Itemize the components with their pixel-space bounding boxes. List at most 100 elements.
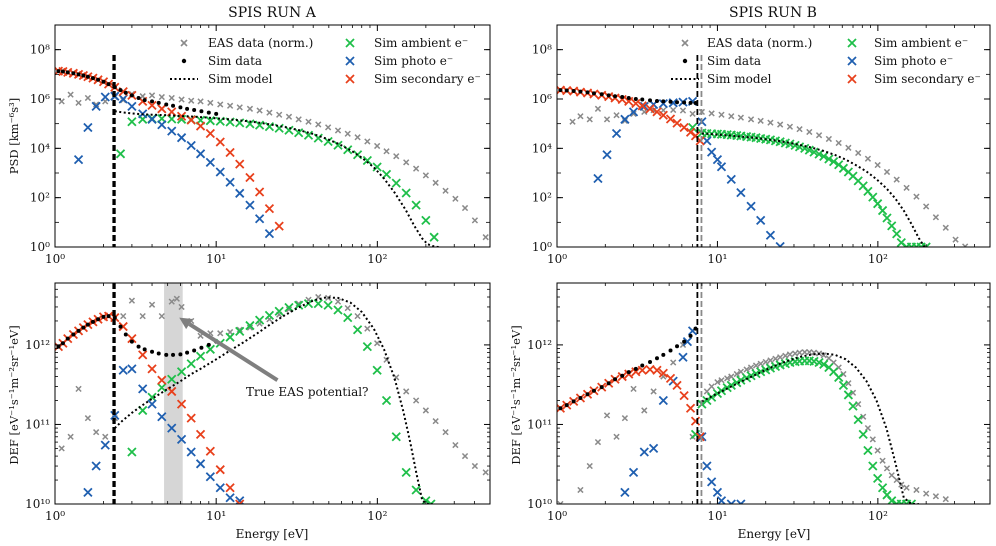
sim-data-point	[81, 325, 86, 330]
secondary-point	[147, 364, 157, 374]
eas-point	[442, 187, 449, 194]
sim-model-line	[701, 132, 926, 247]
panel-A_DEF: 10⁰ 10¹ 10² 10¹⁰ 10¹¹ 10¹²	[25, 282, 491, 523]
sim-data-point	[688, 100, 693, 105]
ambient-point	[843, 390, 854, 400]
panel-B_PSD: 10⁰ 10¹ 10² 10⁰ 10² 10⁴ 10⁶ 10⁸	[532, 24, 991, 266]
legend-a: EAS data (norm.) Sim data Sim model Sim …	[170, 36, 481, 86]
annotation-arrow-shaft	[188, 322, 279, 382]
eas-point	[295, 116, 302, 123]
sim-data-point	[76, 72, 81, 77]
axes-frame	[556, 282, 991, 505]
legend-b-simdata-marker	[682, 58, 688, 64]
secondary-point	[176, 111, 187, 121]
eas-point	[393, 153, 400, 160]
sim-data-point	[71, 71, 76, 76]
sim-data-point	[585, 392, 590, 397]
eas-point	[714, 379, 721, 386]
ambient-point	[756, 367, 766, 377]
sim-data-point	[136, 95, 141, 100]
sim-data-point	[591, 388, 596, 393]
eas-point	[923, 203, 930, 210]
secondary-point	[679, 391, 689, 401]
series-photo	[73, 91, 275, 239]
secondary-point	[195, 121, 206, 131]
secondary-point	[245, 172, 255, 183]
eas-point	[586, 462, 593, 470]
ambient-point	[828, 156, 839, 167]
photo-point	[620, 114, 630, 124]
photo-point	[167, 423, 177, 433]
eas-point	[641, 108, 648, 116]
secondary-point	[645, 104, 655, 114]
y-tick-label: 10⁸	[30, 43, 50, 57]
sim-data-point	[156, 100, 161, 105]
photo-point	[205, 157, 215, 167]
sim-data-point	[142, 98, 147, 103]
eas-point	[728, 373, 735, 380]
eas-point	[874, 447, 881, 454]
eas-point	[718, 111, 725, 118]
eas-point	[217, 101, 224, 108]
eas-point	[403, 388, 410, 395]
eas-point	[197, 98, 204, 105]
sim-data-point	[96, 317, 101, 322]
photo-point	[628, 467, 639, 477]
legend-b-simdata-label: Sim data	[707, 54, 761, 68]
photo-point	[138, 384, 148, 394]
photo-point	[658, 98, 668, 109]
eas-point	[815, 132, 823, 139]
ambient-point	[333, 305, 343, 315]
x-tick-label: 10²	[868, 252, 888, 266]
y-tick-label: 10⁰	[30, 240, 50, 254]
secondary-point	[679, 122, 689, 133]
eas-point	[334, 127, 342, 134]
secondary-point	[186, 115, 196, 125]
legend-a-eas-label: EAS data (norm.)	[208, 36, 313, 50]
sim-data-point	[661, 99, 666, 104]
y-tick-label: 10⁴	[30, 141, 50, 155]
axes-frame	[556, 24, 991, 248]
ambient-point	[868, 461, 878, 471]
secondary-point	[264, 203, 275, 214]
sim-data-point	[164, 352, 169, 357]
series-photo	[83, 364, 245, 504]
ambient-point	[372, 365, 382, 375]
eas-point	[820, 352, 827, 359]
ambient-point	[381, 395, 392, 406]
photo-point	[91, 461, 101, 471]
ambient-point	[115, 149, 126, 159]
ambient-point	[809, 147, 819, 157]
secondary-point	[215, 465, 225, 475]
sim-data-point	[118, 88, 123, 93]
eas-point	[737, 114, 745, 121]
eas-point	[893, 176, 900, 183]
y-tick-label: 10²	[532, 191, 552, 205]
x-tick-label: 10²	[367, 252, 387, 266]
photo-point	[264, 228, 275, 239]
eas-point	[168, 94, 175, 102]
sim-data-point	[185, 106, 190, 111]
secondary-point	[617, 94, 627, 105]
sim-data-point	[199, 109, 204, 114]
eas-point	[650, 107, 657, 114]
legend-a-photo-marker	[345, 56, 355, 66]
eas-point	[796, 126, 803, 133]
eas-point	[84, 415, 92, 422]
photo-point	[775, 241, 785, 247]
photo-point	[245, 200, 255, 210]
sim-data-point	[564, 88, 569, 93]
ambient-point	[264, 310, 275, 321]
photo-point	[157, 120, 167, 130]
eas-point	[236, 104, 243, 111]
photo-point	[118, 94, 128, 104]
photo-point	[195, 149, 206, 159]
photo-point	[736, 187, 746, 198]
eas-point	[670, 106, 677, 114]
photo-point	[254, 214, 265, 224]
eas-point	[102, 433, 109, 440]
eas-point	[883, 168, 891, 176]
eas-point	[801, 349, 808, 356]
series-photo	[593, 96, 785, 247]
